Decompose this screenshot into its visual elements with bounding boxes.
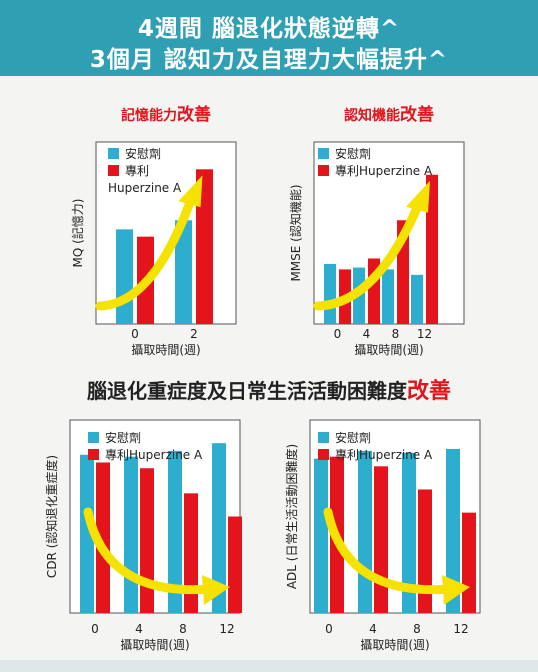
y-axis-label: MMSE (認知機能) [288,184,303,281]
x-axis-label: 攝取時間(週) [131,342,200,357]
footer-strip [0,660,538,672]
legend-label-placebo: 安慰劑 [335,146,371,161]
bar-placebo [324,263,336,324]
legend-swatch-placebo [108,148,119,159]
legend-swatch-huperzine [318,449,329,460]
bar-placebo [80,454,94,613]
trend-arrow-head [442,575,470,605]
x-tick-label: 8 [392,327,400,341]
bar-huperzine [184,493,198,613]
bar-huperzine [374,466,388,613]
x-axis-label: 攝取時間(週) [360,637,429,652]
bar-placebo [168,450,182,613]
legend-swatch-huperzine [88,449,99,460]
legend-swatch-placebo [318,432,329,443]
x-tick-label: 4 [369,622,377,636]
x-tick-label: 0 [334,327,342,341]
chart-title-emphasis: 改善 [400,104,434,125]
trend-arrow-curve [323,507,455,595]
x-tick-label: 12 [453,622,468,636]
y-axis-label: ADL (日常生活活動困難度) [284,444,299,589]
chart-title: 記憶能力改善 [121,104,211,125]
chart-cdr: CDR (認知退化重症度) 0 4 8 12 攝取時間(週) 安慰劑專利Huperzine … [44,419,242,652]
legend-label-placebo: 安慰劑 [335,430,371,445]
bar-huperzine [96,462,110,613]
legend-label-huperzine: 專利 [125,164,149,178]
x-axis-label: 攝取時間(週) [354,342,423,357]
bar-placebo [382,269,394,324]
bar-huperzine [426,174,438,324]
bar-placebo [358,450,372,613]
x-tick-label: 0 [325,622,333,636]
header-banner: 4週間 腦退化狀態逆轉^ 3個月 認知力及自理力大幅提升^ [0,0,538,76]
section-title-main: 腦退化重症度及日常生活活動困難度 [86,379,407,403]
legend-swatch-huperzine [318,165,329,176]
x-tick-label: 8 [413,622,421,636]
trend-arrow-curve [95,190,197,311]
x-tick-label: 0 [131,327,139,341]
x-tick-label: 0 [91,622,99,636]
legend-label-huperzine-line2: Huperzine A [108,181,182,195]
y-axis-label: CDR (認知退化重症度) [44,455,59,578]
x-tick-label: 12 [417,327,432,341]
x-tick-label: 12 [219,622,234,636]
chart-adl: ADL (日常生活活動困難度) 0 4 8 12 攝取時間(週) 安慰劑專利Huperzin… [284,419,481,652]
x-tick-label: 4 [135,622,143,636]
bar-placebo [175,220,192,324]
chart-title-emphasis: 改善 [177,104,211,125]
legend-swatch-placebo [88,432,99,443]
trend-arrow-head [202,575,230,605]
bar-placebo [402,452,416,613]
trend-arrow-curve [313,196,425,311]
trend-arrow-curve [83,507,215,595]
chart-title: 認知機能改善 [344,104,434,125]
legend-label-placebo: 安慰劑 [105,430,141,445]
legend-label-huperzine: 專利Huperzine A [335,164,433,178]
legend-swatch-huperzine [108,165,119,176]
section-title-emphasis: 改善 [406,379,451,404]
bar-huperzine [196,169,213,324]
legend-label-placebo: 安慰劑 [125,146,161,161]
x-tick-label: 4 [363,327,371,341]
trend-arrow-head [178,175,203,208]
y-axis-label: MQ (記憶力) [70,199,85,268]
legend-label-huperzine: 專利Huperzine A [105,448,203,462]
bar-placebo [314,458,328,613]
x-axis-label: 攝取時間(週) [120,637,189,652]
legend-swatch-placebo [318,148,329,159]
header-line-2: 3個月 認知力及自理力大幅提升^ [89,47,449,73]
chart-title-main: 記憶能力 [121,107,177,124]
bar-huperzine [140,468,154,613]
trend-arrow-head [406,180,430,213]
section-title: 腦退化重症度及日常生活活動困難度改善 [0,373,538,405]
legend-label-huperzine: 專利Huperzine A [335,448,433,462]
bar-huperzine [418,489,432,613]
chart-title-main: 認知機能 [344,107,400,124]
x-tick-label: 2 [190,327,198,341]
bar-huperzine [228,516,242,613]
bar-placebo [212,443,226,613]
bar-placebo [411,274,423,324]
bar-placebo [446,448,460,613]
bar-placebo [116,229,133,324]
header-line-1: 4週間 腦退化狀態逆轉^ [137,16,401,42]
x-tick-label: 8 [179,622,187,636]
bar-huperzine [462,512,476,613]
bar-placebo [124,456,138,613]
